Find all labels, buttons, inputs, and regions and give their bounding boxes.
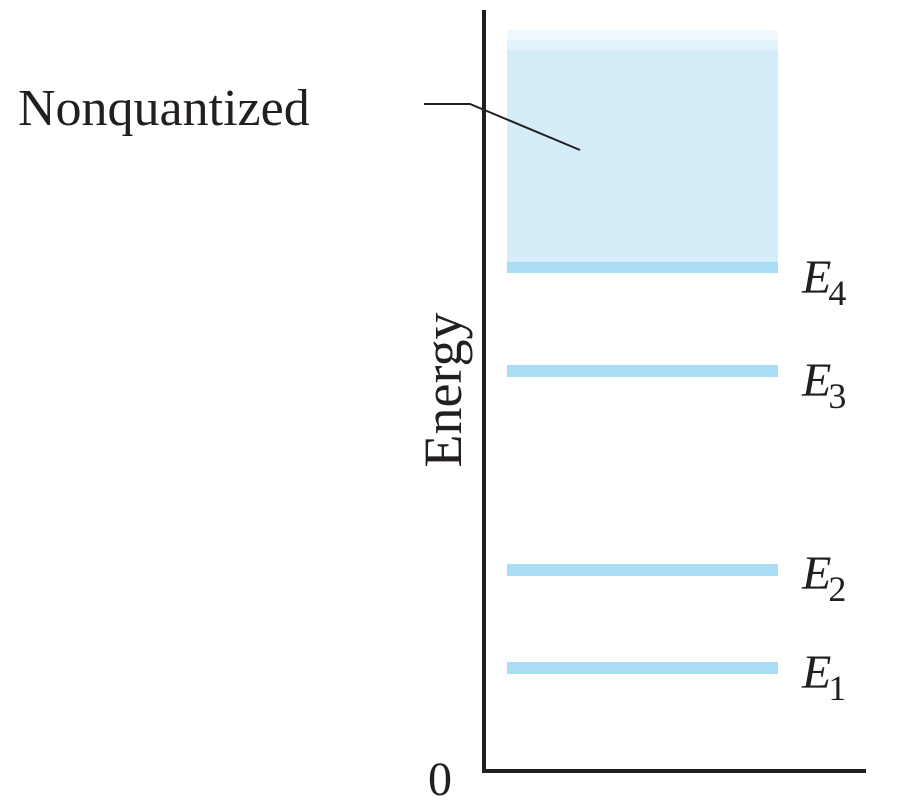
continuum-fade-top bbox=[507, 30, 778, 40]
level-e3-subscript: 3 bbox=[828, 376, 846, 416]
level-e1-symbol: E bbox=[801, 646, 831, 699]
level-e4-symbol: E bbox=[801, 251, 831, 304]
energy-level-e4 bbox=[507, 262, 778, 273]
level-e2-symbol: E bbox=[801, 547, 831, 600]
level-e4-subscript: 4 bbox=[828, 273, 846, 313]
continuum-fade-mid bbox=[507, 40, 778, 50]
level-label-e4: E4 bbox=[801, 251, 846, 313]
energy-axis-label: Energy bbox=[413, 313, 473, 468]
continuum-label: Nonquantized bbox=[18, 80, 310, 137]
level-e1-subscript: 1 bbox=[828, 668, 846, 708]
energy-level-e3 bbox=[507, 365, 778, 377]
level-label-e1: E1 bbox=[801, 646, 846, 708]
energy-level-e2 bbox=[507, 564, 778, 576]
level-e2-subscript: 2 bbox=[828, 569, 846, 609]
level-e3-symbol: E bbox=[801, 354, 831, 407]
level-label-e2: E2 bbox=[801, 547, 846, 609]
continuum-fill bbox=[507, 50, 778, 263]
level-label-e3: E3 bbox=[801, 354, 846, 416]
continuum-band bbox=[507, 30, 778, 263]
continuum-leader-line bbox=[424, 103, 581, 151]
energy-level-e1 bbox=[507, 662, 778, 674]
origin-label: 0 bbox=[428, 753, 452, 806]
